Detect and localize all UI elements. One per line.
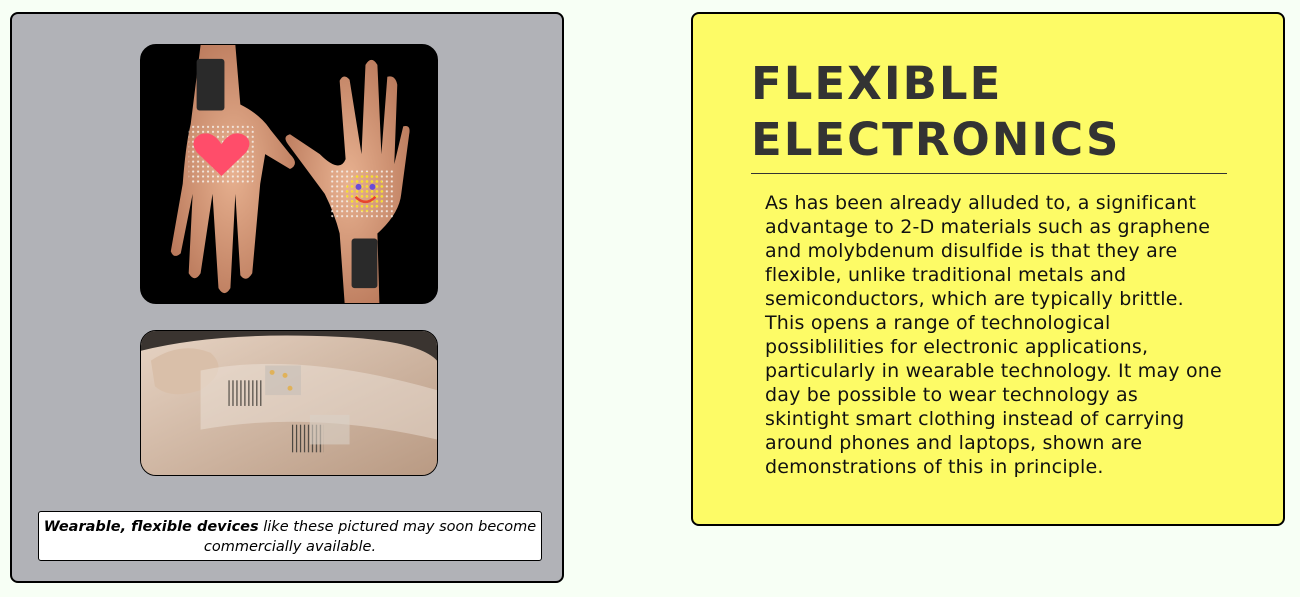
image-panel: Wearable, flexible devices like these pi… <box>10 12 564 583</box>
title-line-2: ELECTRONICS <box>751 113 1121 166</box>
caption-text: like these pictured may soon become comm… <box>203 519 537 555</box>
body-paragraph: As has been already alluded to, a signif… <box>765 192 1222 478</box>
section-title: FLEXIBLE ELECTRONICS <box>751 56 1120 168</box>
image-caption: Wearable, flexible devices like these pi… <box>38 511 542 561</box>
text-panel: FLEXIBLE ELECTRONICS As has been already … <box>691 12 1285 526</box>
wrist-sensor-photo <box>140 330 438 476</box>
hands-display-photo <box>140 44 438 304</box>
title-divider <box>751 173 1227 174</box>
caption-bold-text: Wearable, flexible devices <box>43 519 259 535</box>
wrist-sensor-image <box>141 331 437 475</box>
title-line-1: FLEXIBLE <box>751 57 1003 110</box>
hands-display-image <box>141 45 437 303</box>
